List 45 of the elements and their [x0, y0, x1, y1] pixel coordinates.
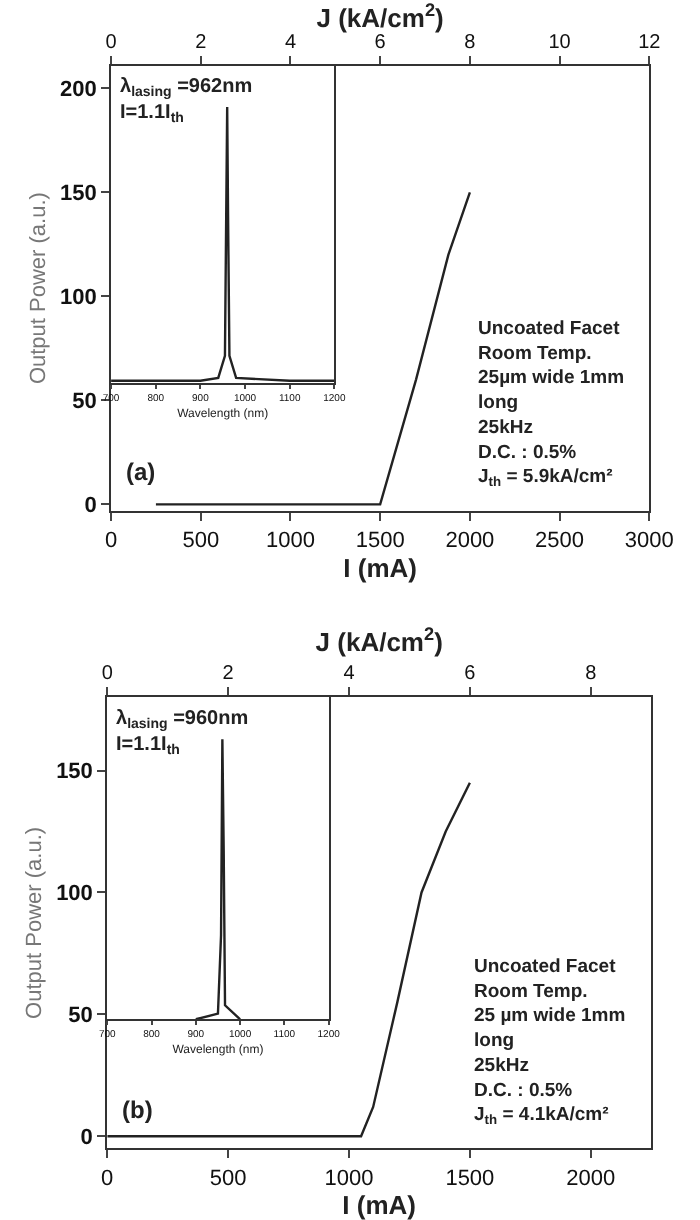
x2-tick-label: 6 [464, 663, 477, 686]
x-tick-label: 3000 [624, 529, 674, 554]
text: Uncoated Facet Room Temp. 25µm wide 1mm long 25kHz D.C. : 0.5% J$_{th}$ = 5.9kA/cm² [478, 318, 625, 491]
annotation: (b) [122, 1096, 153, 1124]
y-tick-label: 0 [84, 494, 97, 519]
x-tick-label: 500 [182, 529, 220, 554]
x-tick-label: 1500 [355, 529, 405, 554]
x-tick-label: 1000 [324, 1166, 374, 1191]
y-tick-label: 150 [56, 760, 93, 785]
x2-tick-label: 2 [222, 663, 235, 686]
annotation: λ$_{lasing}$ =962nm I=1.1I$_{th}$ [120, 76, 253, 127]
x-axis-title: I (mA) [343, 553, 418, 584]
y-tick-label: 100 [59, 286, 97, 311]
annotation: (a) [126, 458, 156, 486]
x2-tick-label: 2 [195, 31, 208, 54]
x2-tick-label: 8 [464, 31, 477, 54]
x2-axis-title: J (kA/cm$^{2}$) [315, 624, 443, 658]
x2-tick-label: 6 [374, 31, 387, 54]
x2-tick-label: 0 [101, 663, 114, 686]
x-tick-label: 1000 [265, 529, 315, 554]
y-tick-label: 200 [59, 78, 97, 103]
x-axis-title: I (mA) [342, 1190, 417, 1220]
x-tick-label: 2000 [445, 529, 495, 554]
x-tick-label: 500 [209, 1166, 247, 1191]
x2-axis-title: J (kA/cm$^{2}$) [316, 0, 444, 33]
x2-tick-label: 0 [105, 31, 118, 54]
y-tick-label: 50 [72, 390, 97, 415]
y-tick-label: 150 [59, 182, 97, 207]
x2-tick-label: 4 [343, 663, 356, 686]
x2-tick-label: 4 [284, 31, 297, 54]
x2-tick-label: 8 [585, 663, 598, 686]
y-tick-label: 0 [80, 1125, 93, 1150]
annotation: λ$_{lasing}$ =960nm I=1.1I$_{th}$ [116, 708, 249, 759]
y-axis-title: Output Power (a.u.) [23, 826, 48, 1019]
text: Uncoated Facet Room Temp. 25 µm wide 1mm long 25kHz D.C. : 0.5% J$_{th}$ = 4.1kA/cm² [474, 956, 626, 1129]
x-tick-label: 2000 [566, 1166, 616, 1191]
x2-tick-label: 10 [548, 31, 572, 54]
x-tick-label: 0 [104, 529, 118, 554]
y-axis-title: Output Power (a.u.) [27, 192, 52, 385]
x-tick-label: 1500 [445, 1166, 495, 1191]
x-tick-label: 0 [101, 1166, 114, 1191]
y-tick-label: 50 [68, 1004, 93, 1029]
x-tick-label: 2500 [535, 529, 585, 554]
y-tick-label: 100 [56, 882, 93, 907]
x2-tick-label: 12 [638, 31, 662, 54]
